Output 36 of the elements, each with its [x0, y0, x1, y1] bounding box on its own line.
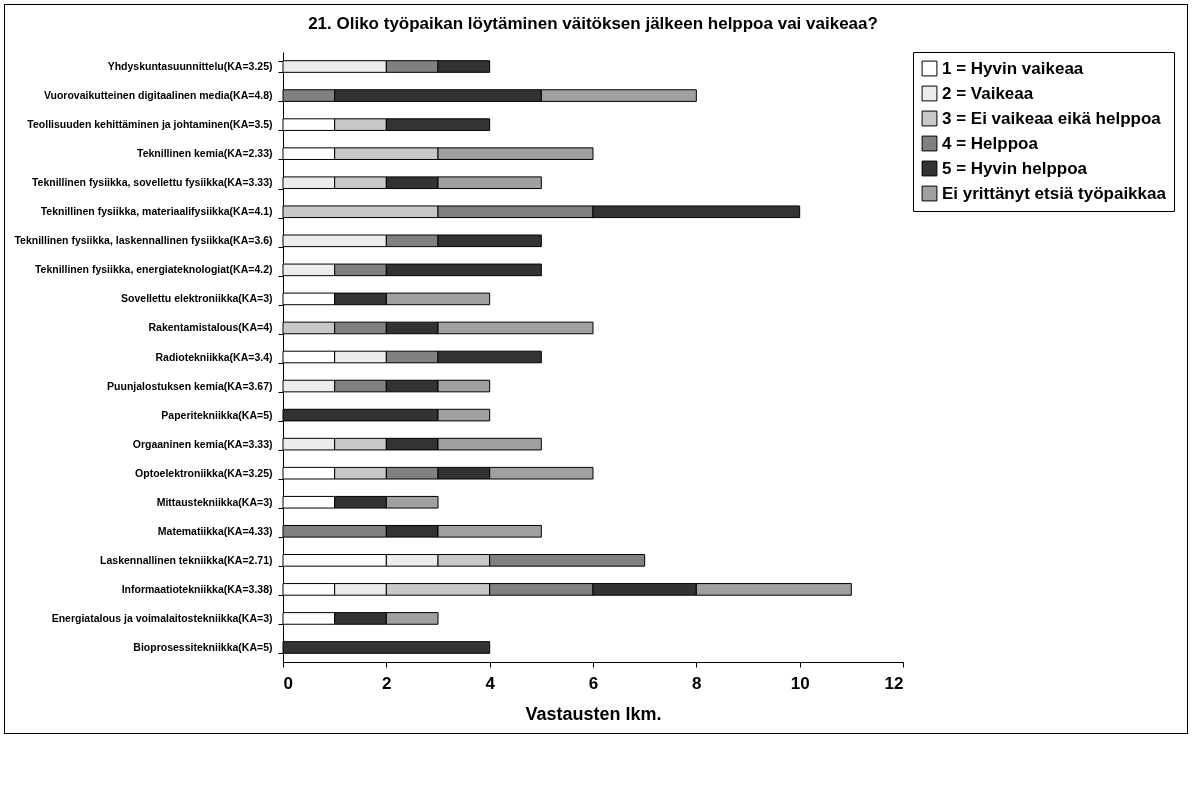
- y-tick-label: Rakentamistalous(KA=4): [148, 321, 273, 334]
- y-tick-label: Puunjalostuksen kemia(KA=3.67): [107, 379, 273, 392]
- chart-title: 21. Oliko työpaikan löytäminen väitöksen jälkeen helppoa vai vaikeaa?: [308, 14, 878, 33]
- y-tick-label: Paperitekniikka(KA=5): [161, 408, 273, 421]
- y-tick-label: Teknillinen fysiikka, sovellettu fysiikka(KA=3.33): [31, 176, 273, 189]
- y-tick-label: Energiatalous ja voimalaitostekniikka(KA=3): [51, 611, 273, 624]
- y-tick-label: Informaatiotekniikka(KA=3.38): [121, 582, 273, 595]
- legend-label: 2 = Vaikeaa: [942, 83, 1034, 103]
- y-tick-label: Bioprosessitekniikka(KA=5): [133, 640, 273, 653]
- x-tick-label: 4: [485, 673, 496, 693]
- y-tick-label: Laskennallinen tekniikka(KA=2.71): [100, 553, 273, 566]
- y-tick-label: Teknillinen kemia(KA=2.33): [137, 147, 273, 160]
- y-tick-label: Yhdyskuntasuunnittelu(KA=3.25): [107, 60, 273, 73]
- x-tick-label: 0: [283, 673, 293, 693]
- x-tick-label: 10: [790, 673, 810, 693]
- y-tick-label: Matematiikka(KA=4.33): [157, 524, 273, 537]
- legend-label: 5 = Hyvin helppoa: [942, 158, 1088, 178]
- legend-label: 1 = Hyvin vaikeaa: [942, 58, 1084, 78]
- y-tick-label: Teknillinen fysiikka, materiaalifysiikka(KA=4.1): [40, 205, 273, 218]
- x-tick-label: 8: [692, 673, 702, 693]
- x-tick-label: 6: [588, 673, 599, 693]
- x-axis-title: Vastausten lkm.: [525, 703, 662, 724]
- y-tick-label: Teknillinen fysiikka, energiateknologiat(KA=4.2): [34, 263, 273, 276]
- legend-label: Ei yrittänyt etsiä työpaikkaa: [942, 183, 1167, 203]
- legend-label: 3 = Ei vaikeaa eikä helppoa: [942, 108, 1162, 128]
- y-tick-label: Optoelektroniikka(KA=3.25): [135, 466, 273, 479]
- x-tick-label: 2: [382, 673, 392, 693]
- y-tick-label: Orgaaninen kemia(KA=3.33): [132, 437, 273, 450]
- y-tick-label: Teollisuuden kehittäminen ja johtaminen(KA=3.5): [27, 118, 273, 131]
- x-tick-label: 12: [884, 673, 904, 693]
- y-tick-label: Vuorovaikutteinen digitaalinen media(KA=4.8): [43, 89, 273, 102]
- y-tick-label: Teknillinen fysiikka, laskennallinen fysiikka(KA=3.6): [14, 234, 273, 247]
- y-tick-label: Mittaustekniikka(KA=3): [156, 495, 273, 508]
- y-tick-label: Sovellettu elektroniikka(KA=3): [121, 292, 273, 305]
- legend-label: 4 = Helppoa: [942, 133, 1039, 153]
- y-tick-label: Radiotekniikka(KA=3.4): [155, 350, 273, 363]
